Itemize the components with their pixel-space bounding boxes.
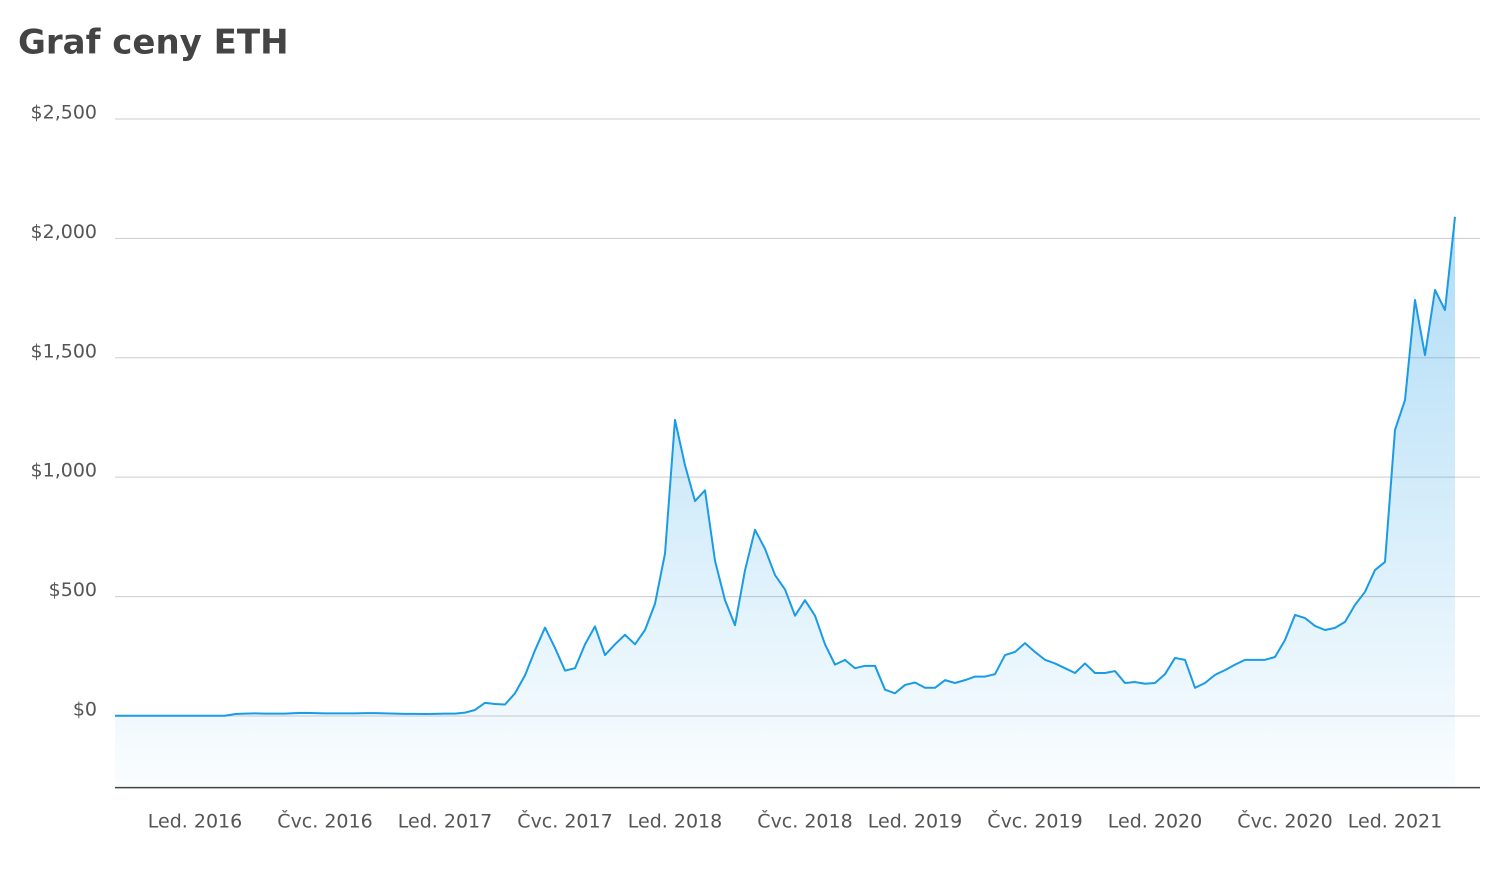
- y-tick-label: $2,500: [31, 102, 97, 124]
- y-tick-label: $2,000: [31, 221, 97, 243]
- x-tick-label: Čvc. 2016: [277, 809, 372, 833]
- y-tick-label: $0: [73, 698, 97, 720]
- x-tick-label: Led. 2021: [1348, 811, 1442, 833]
- x-tick-label: Čvc. 2020: [1237, 809, 1332, 833]
- x-tick-label: Čvc. 2018: [757, 809, 852, 833]
- x-tick-label: Led. 2019: [868, 811, 962, 833]
- x-tick-label: Led. 2018: [628, 811, 722, 833]
- y-tick-label: $1,000: [31, 460, 97, 482]
- chart-title: Graf ceny ETH: [18, 23, 289, 63]
- y-tick-label: $500: [49, 579, 97, 601]
- x-tick-label: Čvc. 2017: [517, 809, 612, 833]
- x-tick-label: Led. 2020: [1108, 811, 1202, 833]
- x-tick-label: Led. 2016: [148, 811, 242, 833]
- price-line: [115, 216, 1456, 717]
- y-tick-label: $1,500: [31, 340, 97, 362]
- x-tick-label: Led. 2017: [398, 811, 492, 833]
- x-tick-label: Čvc. 2019: [987, 809, 1082, 833]
- area: [115, 216, 1455, 788]
